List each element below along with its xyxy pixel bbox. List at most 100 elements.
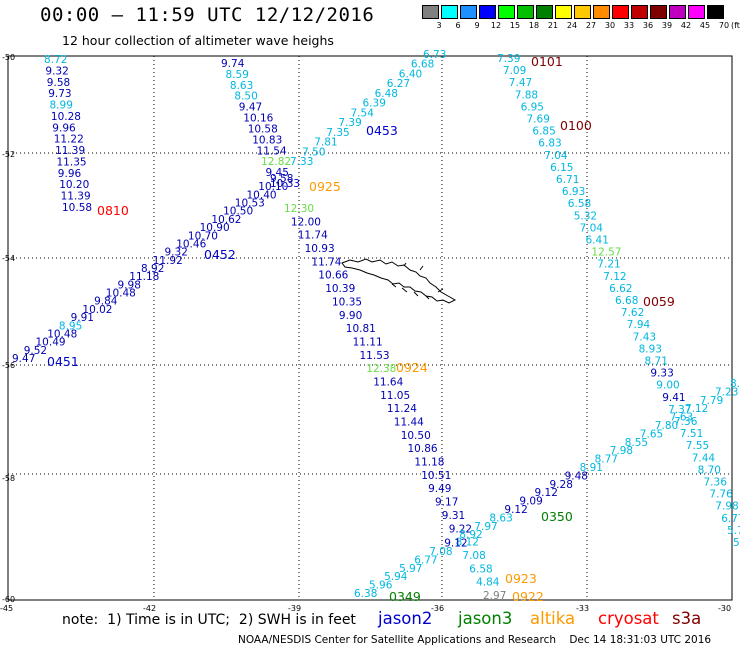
wave-height-value: 10.20 [59,179,89,191]
wave-height-value: 8.63 [230,80,253,92]
legend-label-6: 6 [455,21,461,30]
wave-height-value: 9.17 [435,497,458,509]
wave-height-value: 7.47 [509,77,532,89]
pass-time-0350: 0350 [541,509,573,524]
wave-height-value: 8.72 [44,54,67,66]
wave-height-value: 8.3 [730,378,740,390]
pass-time-0922: 0922 [512,589,544,604]
satellite-s3a: s3a [672,609,702,628]
wave-height-value: 10.53 [235,198,265,210]
legend-label-27: 27 [585,21,597,30]
wave-height-value: 8.91 [580,462,603,474]
map-grid [7,55,733,601]
wave-height-value: 7.65 [640,428,663,440]
legend-label-24: 24 [566,21,578,30]
wave-height-value: 8.55 [625,437,648,449]
legend-label-3: 3 [436,21,442,30]
wave-height-value: 11.44 [394,417,424,429]
wave-height-value: 7.21 [597,259,620,271]
wave-height-value: 6.71 [556,174,579,186]
wave-height-value: 8.50 [234,91,257,103]
wave-height-value: 12.30 [284,203,314,215]
wave-height-value: 6.39 [363,98,386,110]
pass-time-0453: 0453 [366,123,398,138]
wave-height-value: 6.77 [721,513,740,525]
legend-label-21: 21 [547,21,559,30]
wave-height-value: 10.70 [188,230,218,242]
wave-height-value: 7.37 [668,404,691,416]
lon-label: -33 [576,604,589,613]
legend-label-9: 9 [474,21,480,30]
legend-swatch-6 [441,5,458,19]
wave-height-value: 9.91 [71,312,94,324]
wave-height-value: 11.11 [353,336,383,348]
pass-time-0101: 0101 [531,54,563,69]
wave-height-value: 9.32 [165,247,188,259]
lat-label: -50 [2,53,15,62]
wave-height-value: 7.54 [351,107,375,119]
wave-height-value: 7.36 [704,477,728,489]
legend-label-70: 70 [718,21,730,30]
wave-height-value: 8.63 [489,512,512,524]
lon-label: -36 [431,604,444,613]
wave-height-value: 7.35 [326,127,349,139]
wave-height-value: 4.84 [476,577,500,589]
wave-height-value: 10.83 [252,134,282,146]
wave-height-value: 10.39 [325,283,355,295]
wave-height-value: 9.41 [662,392,685,404]
credit-line: NOAA/NESDIS Center for Satellite Applica… [238,634,712,646]
lon-label: -42 [143,604,156,613]
wave-height-value: 9.32 [45,65,68,77]
legend-swatch-18 [517,5,534,19]
wave-height-value: 6.85 [532,126,555,138]
wave-height-value: 9.73 [48,88,71,100]
legend-swatch-27 [574,5,591,19]
wave-height-value: 10.48 [47,329,77,341]
wave-height-value: 11.35 [57,157,87,169]
wave-height-value: 12.00 [291,216,321,228]
wave-height-value: 12.82 [261,156,291,168]
wave-height-value: 9.90 [339,310,362,322]
wave-height-value: 10.48 [106,288,136,300]
wave-height-value: 9.12 [535,487,558,499]
wave-height-value: 7.76 [709,489,733,501]
lon-label: -45 [0,604,13,613]
wave-height-value: 12.38 [366,363,396,375]
wave-height-value: 7.33 [290,156,313,168]
wave-height-value: 5 [733,537,740,549]
lon-label: -30 [718,604,731,613]
wave-height-value: 5.94 [384,571,408,583]
wave-height-value: 9.09 [519,496,542,508]
lon-label: -39 [288,604,301,613]
wave-height-value: 7.94 [627,319,651,331]
wave-height-value: 9.48 [565,470,588,482]
wave-height-value: 7.12 [685,403,708,415]
page-title: 00:00 — 11:59 UTC 12/12/2016 [40,4,375,26]
wave-height-value: 9.47 [12,353,35,365]
wave-height-value: 10.46 [176,239,206,251]
legend-swatch-39 [650,5,667,19]
wave-height-value: 11.92 [153,255,183,267]
wave-height-value: 10.86 [408,443,438,455]
wave-height-value: 10.49 [36,337,66,349]
wave-height-value: 6.41 [586,235,609,247]
legend-swatch-30 [593,5,610,19]
legend-unit: (ft) [730,21,740,30]
satellite-jason2: jason2 [378,609,433,628]
wave-height-value: 10.62 [211,214,241,226]
wave-height-value: 5.7 [727,525,740,537]
pass-time-0059: 0059 [643,294,675,309]
wave-height-value: 10.51 [421,470,451,482]
wave-height-value: 7.55 [686,440,709,452]
wave-height-value: 5.97 [399,563,422,575]
wave-height-value: 6.93 [562,186,585,198]
legend-label-36: 36 [642,21,654,30]
wave-height-value: 7.80 [655,420,678,432]
pass-time-0810: 0810 [97,203,129,218]
lat-label: -52 [2,150,15,159]
wave-height-value: 8.93 [639,343,662,355]
wave-height-value: 9.00 [656,380,679,392]
wave-height-value: 11.18 [129,271,159,283]
wave-height-value: 11.39 [55,145,85,157]
wave-height-value: 8.92 [459,529,482,541]
